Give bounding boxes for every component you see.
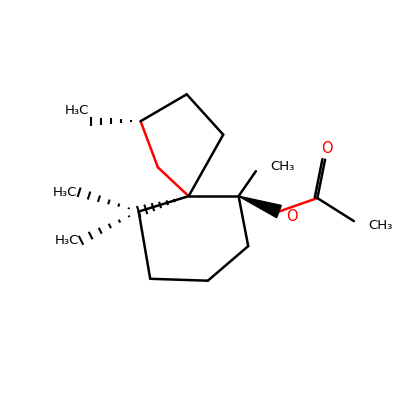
Text: CH₃: CH₃: [368, 219, 393, 232]
Polygon shape: [238, 196, 281, 218]
Text: H₃C: H₃C: [55, 234, 79, 247]
Text: H₃C: H₃C: [53, 186, 77, 199]
Text: H₃C: H₃C: [64, 104, 89, 117]
Text: O: O: [286, 209, 298, 224]
Text: CH₃: CH₃: [270, 160, 295, 173]
Text: O: O: [321, 141, 333, 156]
